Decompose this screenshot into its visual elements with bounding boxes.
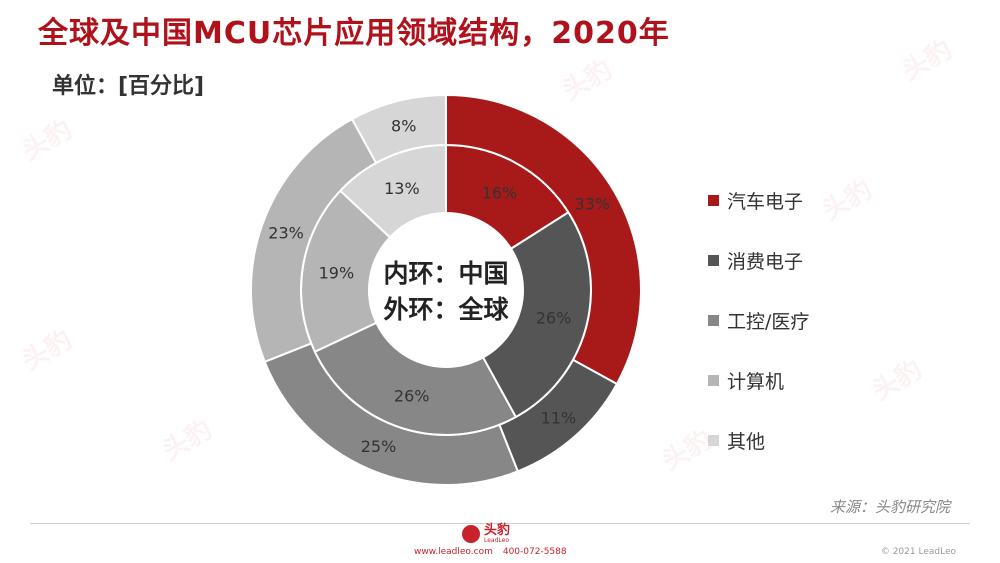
data-label: 19%: [319, 264, 355, 283]
legend-item: 汽车电子: [708, 170, 809, 230]
legend-item: 计算机: [708, 350, 809, 410]
data-label: 11%: [541, 409, 577, 428]
data-label: 13%: [384, 179, 420, 198]
legend-item: 其他: [708, 410, 809, 470]
logo-subtext: LeadLeo: [484, 537, 510, 544]
data-label: 16%: [482, 184, 518, 203]
legend-swatch: [708, 254, 719, 266]
page-title: 全球及中国MCU芯片应用领域结构，2020年: [38, 16, 670, 51]
data-label: 33%: [575, 194, 611, 213]
legend-swatch: [708, 374, 719, 386]
phone-number: 400-072-5588: [502, 547, 567, 557]
donut-slice-outer: [445, 93, 642, 386]
unit-label: 单位：[百分比]: [52, 74, 205, 99]
source-note: 来源：头豹研究院: [829, 498, 950, 516]
data-label: 8%: [391, 116, 416, 135]
footer-divider: [30, 523, 970, 524]
data-label: 26%: [394, 387, 430, 406]
legend-swatch: [708, 314, 719, 326]
donut-slice-outer: [350, 93, 447, 165]
website-link[interactable]: www.leadleo.com: [414, 547, 493, 557]
legend-label: 汽车电子: [727, 190, 804, 213]
legend-swatch: [708, 434, 719, 446]
legend-label: 计算机: [727, 370, 785, 393]
data-label: 23%: [268, 223, 304, 242]
chart-legend: 汽车电子消费电子工控/医疗计算机其他: [708, 170, 809, 470]
legend-label: 其他: [727, 430, 766, 453]
logo-text: 头豹: [484, 523, 511, 538]
legend-swatch: [708, 194, 719, 206]
center-label: 外环：全球: [383, 295, 509, 324]
data-label: 26%: [536, 309, 572, 328]
legend-label: 消费电子: [727, 250, 804, 273]
footer-contact: www.leadleo.com 400-072-5588: [414, 547, 567, 557]
legend-item: 消费电子: [708, 230, 809, 290]
footer-logo: 头豹 LeadLeo: [462, 524, 510, 544]
legend-item: 工控/医疗: [708, 290, 809, 350]
center-label: 内环：中国: [383, 259, 508, 288]
data-label: 25%: [361, 437, 397, 456]
legend-label: 工控/医疗: [727, 310, 810, 333]
copyright: © 2021 LeadLeo: [880, 547, 956, 557]
leopard-logo-icon: [462, 525, 480, 543]
